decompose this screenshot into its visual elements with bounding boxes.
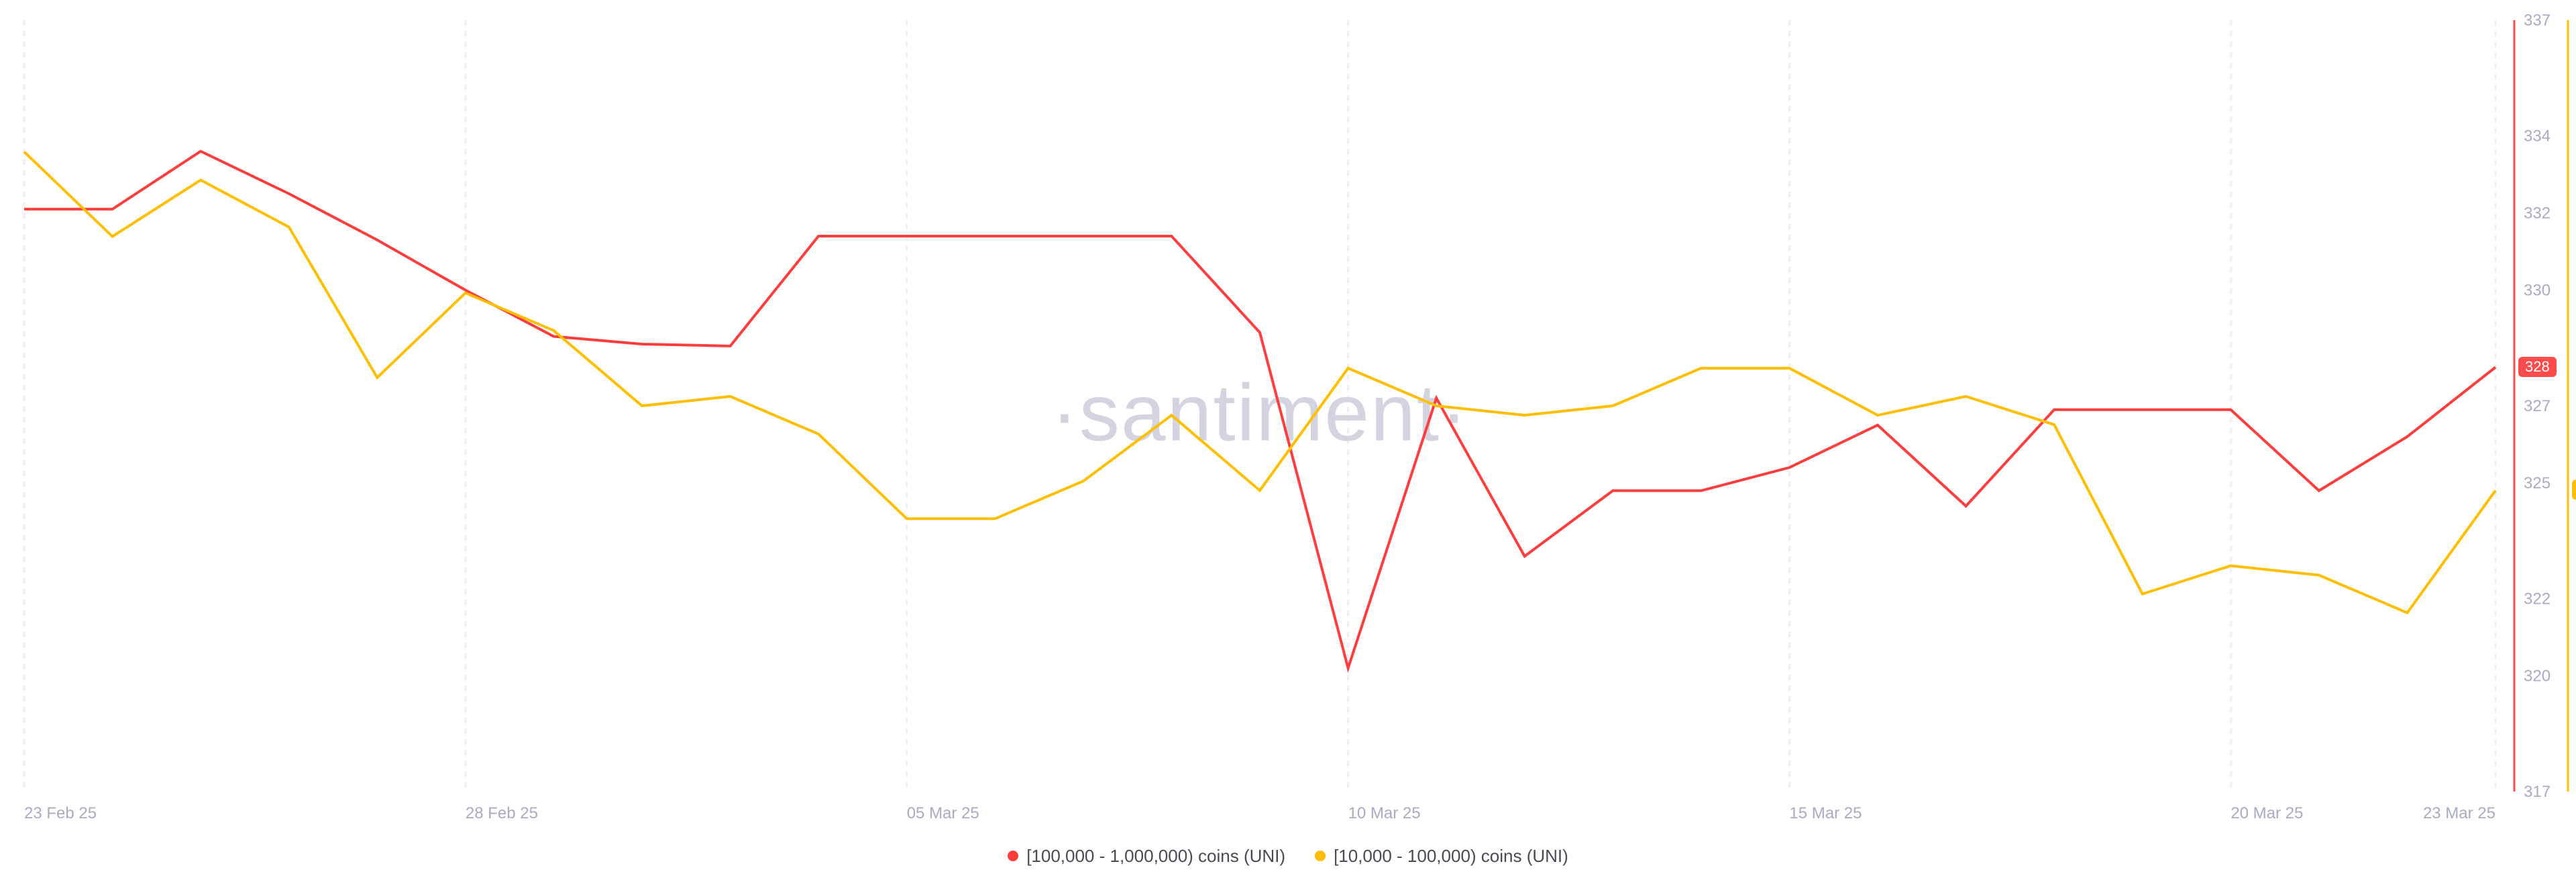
y-tick-label-red: 332: [2524, 205, 2551, 223]
legend-swatch: [1008, 851, 1018, 861]
y-tick-label-red: 320: [2524, 667, 2551, 686]
legend-label: [10,000 - 100,000) coins (UNI): [1334, 846, 1568, 867]
x-tick-label: 15 Mar 25: [1789, 804, 1862, 822]
x-tick-label: 20 Mar 25: [2231, 804, 2303, 822]
y-tick-label-red: 330: [2524, 282, 2551, 300]
x-tick-label: 10 Mar 25: [1348, 804, 1421, 822]
y-tick-label-red: 322: [2524, 590, 2551, 608]
legend-label: [100,000 - 1,000,000) coins (UNI): [1026, 846, 1285, 867]
legend-item[interactable]: [10,000 - 100,000) coins (UNI): [1315, 846, 1568, 867]
chart-svg: ·santiment· 23 Feb 25 28 Feb 25 05 Mar 25 1…: [0, 0, 2576, 872]
y-tick-label-red: 325: [2524, 474, 2551, 492]
legend: [100,000 - 1,000,000) coins (UNI) [10,000…: [0, 845, 2576, 867]
chart-container: ·santiment· 23 Feb 25 28 Feb 25 05 Mar 25 1…: [0, 0, 2576, 872]
y-tick-label-red: 327: [2524, 397, 2551, 415]
x-tick-label: 23 Feb 25: [24, 804, 97, 822]
x-tick-label: 28 Feb 25: [466, 804, 538, 822]
watermark: ·santiment·: [1051, 368, 1468, 458]
legend-item[interactable]: [100,000 - 1,000,000) coins (UNI): [1008, 846, 1285, 867]
x-tick-label: 23 Mar 25: [2423, 804, 2496, 822]
y-tick-label-red: 317: [2524, 783, 2551, 801]
x-tick-label: 05 Mar 25: [907, 804, 979, 822]
y-tick-label-red: 337: [2524, 11, 2551, 30]
value-badge-red: 328: [2518, 357, 2557, 377]
legend-swatch: [1315, 851, 1326, 861]
value-badge-yel: 830: [2572, 480, 2576, 500]
y-tick-label-red: 334: [2524, 127, 2551, 146]
